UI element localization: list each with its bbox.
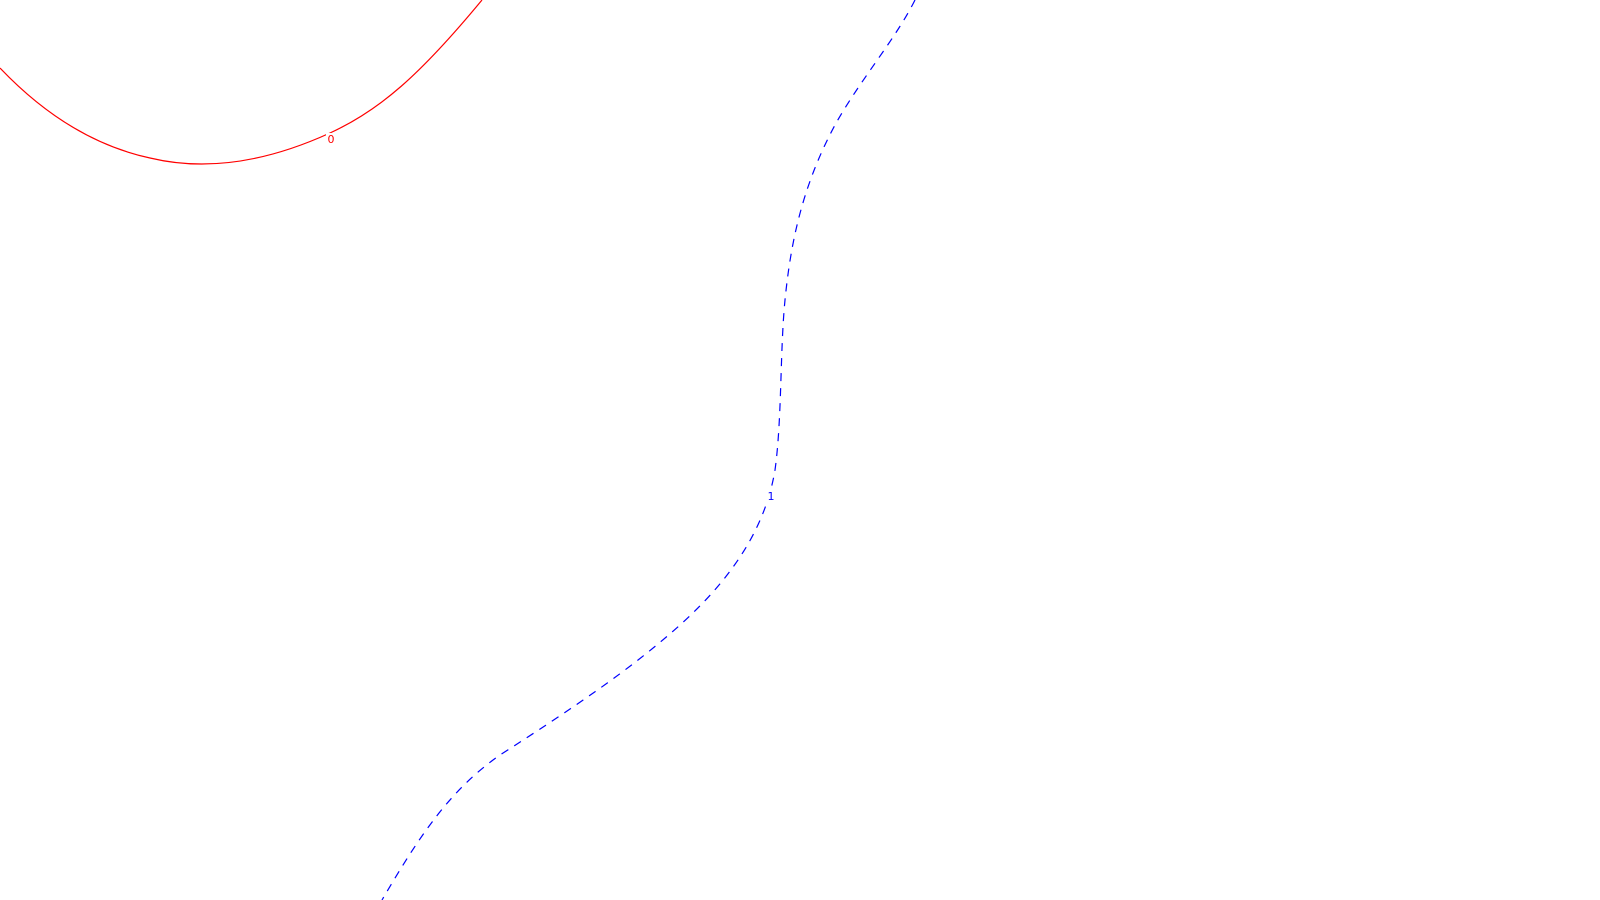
contour-label-0: 0 (328, 133, 335, 146)
contour-line-level-1 (381, 0, 916, 900)
contour-label-1: 1 (768, 490, 775, 503)
contour-layer: 01 (0, 0, 916, 900)
contour-label-background-1 (766, 490, 776, 502)
contour-line-level-0 (0, 0, 483, 165)
contour-label-background-0 (326, 133, 336, 145)
